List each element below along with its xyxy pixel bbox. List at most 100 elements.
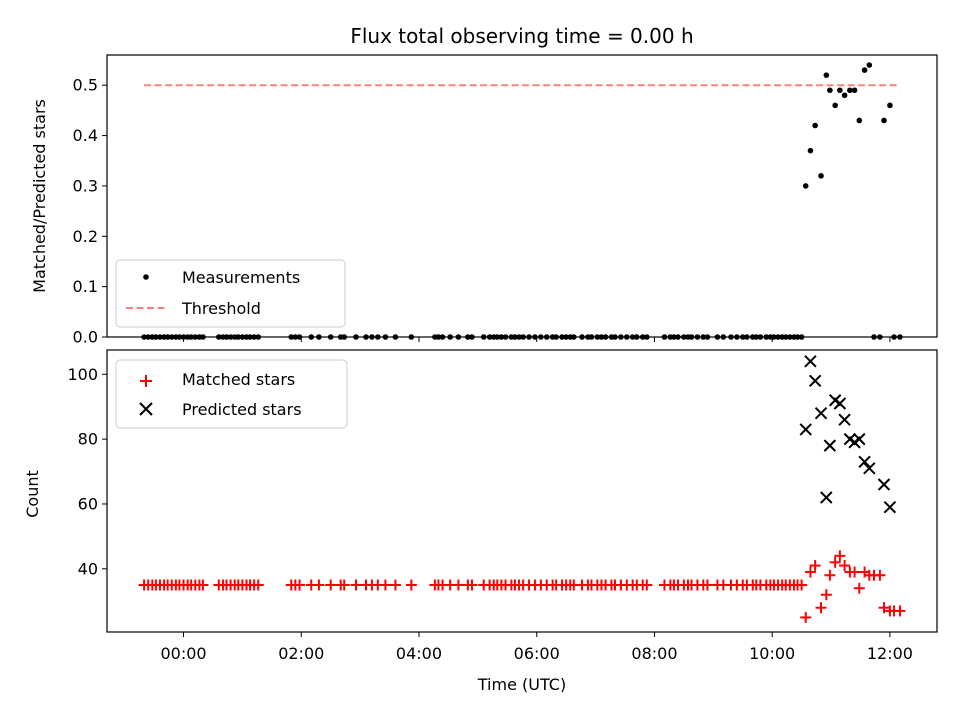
count-x-tick-label: 02:00 (278, 644, 324, 663)
legend-measurements-marker (143, 274, 149, 280)
count-panel: 40 60 80 100 00:00 02:00 04:00 06:00 08:00 10:00… (23, 349, 938, 694)
measurement-point (807, 147, 814, 154)
matched-star-point (894, 605, 906, 617)
measurement-point (851, 87, 858, 94)
legend-predicted-marker (139, 402, 153, 416)
measurement-point (802, 183, 809, 189)
predicted-star-point (853, 432, 866, 446)
predicted-star-point (814, 406, 828, 420)
predicted-star-point (823, 439, 837, 452)
matched-star-point (820, 589, 832, 601)
measurement-point (837, 87, 843, 94)
predicted-star-point (804, 355, 817, 368)
measurement-point (861, 67, 868, 73)
matched-star-point (405, 579, 417, 591)
count-y-tick-label: 60 (78, 494, 98, 513)
predicted-star-point (863, 462, 876, 475)
predicted-star-point (883, 500, 897, 514)
ratio-legend-box (115, 259, 346, 328)
predicted-star-point (820, 491, 833, 504)
count-y-ticks: 40 60 80 100 (67, 365, 107, 578)
ratio-axes-frame (106, 54, 938, 338)
ratio-legend: Measurements Threshold (115, 259, 346, 328)
count-y-tick-label: 100 (67, 365, 98, 384)
matched-star-point (849, 566, 861, 578)
count-x-tick-label: 10:00 (749, 644, 795, 663)
measurement-point (881, 117, 887, 124)
predicted-star-point (858, 455, 871, 469)
matched-star-point (197, 579, 209, 591)
x-axis-label: Time (UTC) (477, 675, 566, 694)
count-legend-box (115, 359, 348, 429)
matched-star-point (466, 579, 478, 591)
matched-star-point (829, 556, 841, 568)
matched-star-point (325, 579, 337, 591)
count-x-ticks: 00:00 02:00 04:00 06:00 08:00 10:00 12:00 (160, 632, 913, 663)
count-x-tick-label: 04:00 (396, 644, 442, 663)
legend-matched-marker (140, 375, 152, 387)
matched-star-point (252, 579, 264, 591)
matched-star-point (701, 579, 713, 591)
matched-star-point (874, 569, 886, 581)
matched-star-point (389, 579, 401, 591)
matched-star-point (293, 579, 305, 591)
matched-star-point (878, 602, 890, 614)
matched-star-point (853, 582, 865, 594)
matched-star-point (824, 569, 836, 581)
measurement-point (856, 117, 863, 124)
matched-star-point (641, 579, 653, 591)
count-legend: Matched stars Predicted stars (115, 359, 348, 429)
measurement-point (841, 92, 848, 99)
matched-star-point (839, 560, 851, 572)
legend-measurements-label: Measurements (182, 268, 300, 287)
matched-star-point (834, 550, 846, 562)
ratio-y-tick-label: 0.2 (73, 227, 98, 246)
count-y-tick-label: 80 (78, 430, 98, 449)
count-x-tick-label: 00:00 (160, 644, 206, 663)
matched-star-point (313, 579, 325, 591)
legend-threshold-label: Threshold (181, 299, 261, 318)
chart-title: Flux total observing time = 0.00 h (350, 24, 693, 48)
matched-star-point (800, 611, 812, 623)
ratio-y-ticks: 0.0 0.1 0.2 0.3 0.4 0.5 (73, 76, 107, 347)
count-axes-frame (106, 349, 938, 633)
ratio-y-tick-label: 0.0 (73, 328, 98, 347)
ratio-y-tick-label: 0.3 (73, 176, 98, 195)
count-y-tick-label: 40 (78, 559, 98, 578)
matched-star-point (379, 579, 391, 591)
matched-star-point (452, 579, 464, 591)
predicted-star-point (833, 397, 847, 410)
matched-star-point (804, 566, 816, 578)
measurement-point (847, 87, 853, 94)
ratio-y-tick-label: 0.4 (73, 126, 98, 145)
count-x-tick-label: 12:00 (867, 644, 913, 663)
predicted-star-point (877, 478, 891, 491)
measurement-point (866, 62, 873, 68)
measurement-point (818, 173, 824, 179)
matched-star-point (796, 579, 808, 591)
measurement-point (832, 102, 838, 109)
predicted-star-point (799, 423, 812, 436)
matched-star-point (815, 602, 827, 614)
matched-star-point (809, 560, 821, 572)
predicted-star-point (808, 374, 822, 388)
measurement-point (887, 102, 893, 109)
matched-star-point (338, 579, 350, 591)
ratio-y-axis-label: Matched/Predicted stars (30, 99, 49, 293)
legend-matched-label: Matched stars (182, 370, 295, 389)
count-x-tick-label: 08:00 (631, 644, 677, 663)
predicted-star-point (838, 413, 851, 426)
legend-predicted-label: Predicted stars (182, 400, 302, 419)
measurement-point (812, 122, 818, 129)
matched-star-point (350, 579, 362, 591)
measurement-point (823, 72, 830, 78)
ratio-y-tick-label: 0.5 (73, 76, 98, 95)
ratio-x-ticks (183, 337, 891, 342)
count-marks (138, 355, 906, 623)
ratio-panel: 0.0 0.1 0.2 0.3 0.4 0.5 Matched/Predicted sta… (30, 54, 938, 347)
ratio-y-tick-label: 0.1 (73, 277, 98, 296)
count-y-axis-label: Count (23, 470, 42, 518)
measurement-point (827, 87, 833, 94)
count-x-tick-label: 06:00 (514, 644, 560, 663)
